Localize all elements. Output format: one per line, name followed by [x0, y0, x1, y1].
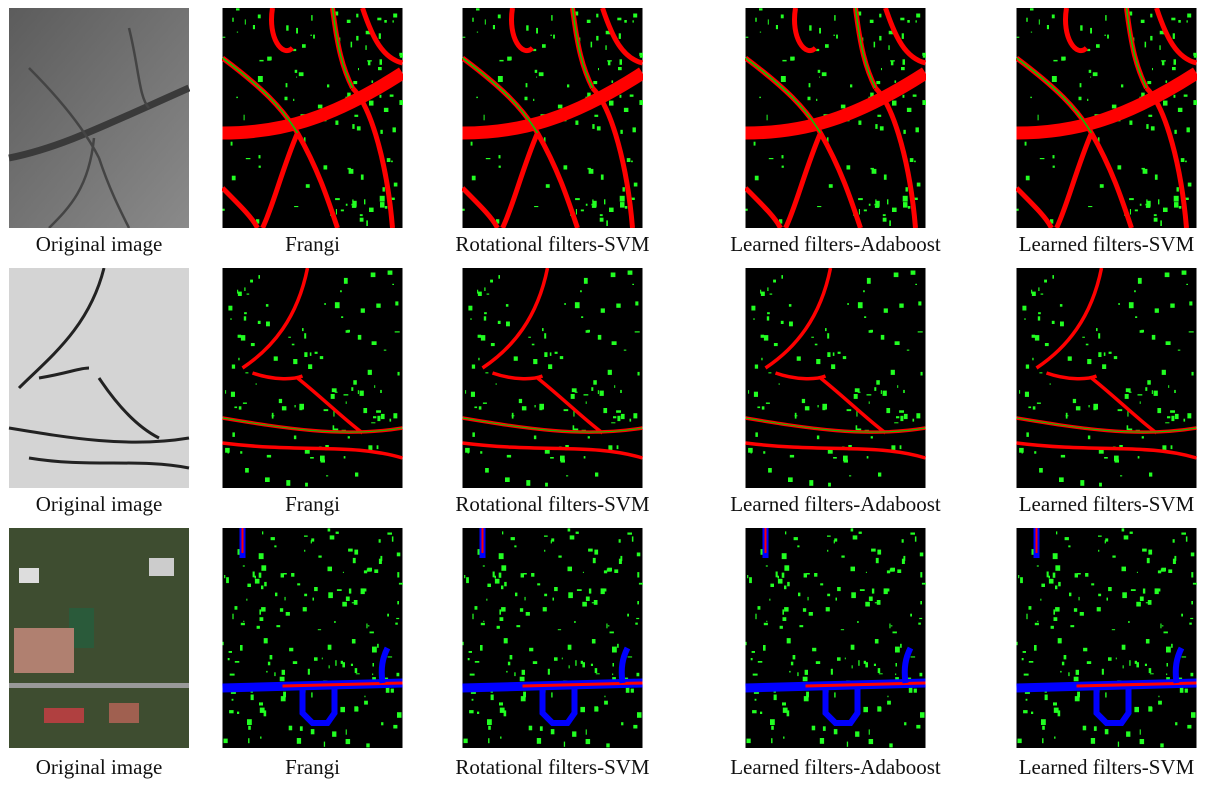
original-image — [9, 528, 189, 748]
caption: Learned filters-Adaboost — [730, 492, 941, 516]
segmentation-image — [463, 268, 643, 488]
figure: Original image Frangi Rotational filters-S… — [0, 0, 1231, 787]
caption: Frangi — [285, 755, 340, 779]
caption: Learned filters-Adaboost — [730, 755, 941, 779]
caption: Frangi — [285, 492, 340, 516]
segmentation-image — [463, 8, 644, 228]
segmentation-image — [1017, 8, 1198, 228]
segmentation-image — [223, 268, 403, 488]
segmentation-image — [746, 528, 927, 748]
segmentation-image — [1017, 268, 1197, 488]
caption: Rotational filters-SVM — [455, 492, 650, 516]
original-image — [9, 8, 189, 228]
caption: Rotational filters-SVM — [455, 755, 650, 779]
page: {"figure": {"rows": [ {"captions": ["Ori… — [0, 0, 1231, 787]
segmentation-image — [1017, 528, 1198, 748]
caption: Learned filters-SVM — [1019, 232, 1195, 256]
segmentation-image — [746, 268, 926, 488]
segmentation-image — [746, 8, 927, 228]
segmentation-image — [223, 528, 404, 748]
caption: Frangi — [285, 232, 340, 256]
caption: Original image — [36, 755, 163, 779]
segmentation-image — [223, 8, 404, 228]
caption: Original image — [36, 232, 163, 256]
caption: Learned filters-SVM — [1019, 492, 1195, 516]
original-image — [9, 268, 189, 488]
caption: Rotational filters-SVM — [455, 232, 650, 256]
caption: Learned filters-Adaboost — [730, 232, 941, 256]
caption: Learned filters-SVM — [1019, 755, 1195, 779]
segmentation-image — [463, 528, 644, 748]
caption: Original image — [36, 492, 163, 516]
